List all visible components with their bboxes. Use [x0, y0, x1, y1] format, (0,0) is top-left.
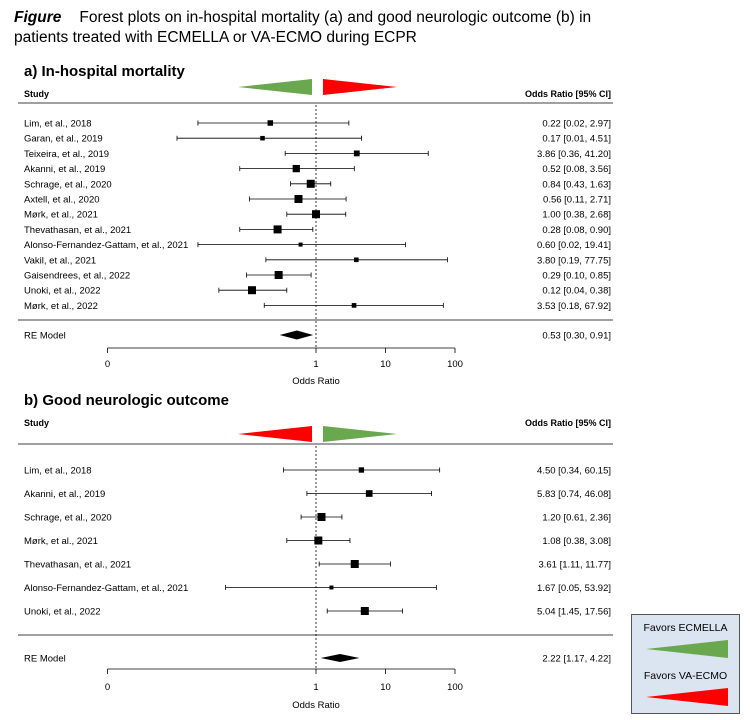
- study-label: Vakil, et al., 2021: [24, 255, 96, 266]
- study-or-text: 1.20 [0.61, 2.36]: [542, 513, 611, 524]
- column-header-odds-ratio: Odds Ratio [95% CI]: [525, 418, 611, 428]
- x-tick-label: 10: [380, 359, 391, 370]
- point-estimate: [329, 585, 334, 590]
- pooled-diamond: [279, 330, 314, 340]
- column-header-study: Study: [24, 418, 49, 428]
- point-estimate: [274, 271, 283, 279]
- favors-ecmella-wedge: [238, 79, 312, 95]
- legend-box: Favors ECMELLA Favors VA-ECMO: [631, 614, 740, 714]
- x-tick-label: 100: [447, 682, 463, 693]
- study-or-text: 0.52 [0.08, 3.56]: [542, 164, 611, 175]
- point-estimate: [353, 150, 360, 157]
- study-or-text: 0.22 [0.02, 2.97]: [542, 119, 611, 130]
- study-or-text: 4.50 [0.34, 60.15]: [537, 466, 611, 477]
- study-label: Mørk, et al., 2021: [24, 536, 98, 547]
- study-label: Gaisendrees, et al., 2022: [24, 271, 130, 282]
- point-estimate: [273, 225, 282, 234]
- study-label: Teixeira, et al., 2019: [24, 149, 109, 160]
- study-or-text: 3.61 [1.11, 11.77]: [538, 560, 611, 571]
- pooled-or-text: 0.53 [0.30, 0.91]: [542, 331, 611, 342]
- point-estimate: [306, 179, 315, 188]
- favors-vaecmo-wedge: [238, 426, 312, 442]
- x-tick-label: 0: [105, 359, 110, 370]
- study-label: Lim, et al., 2018: [24, 466, 92, 477]
- panel-title: a) In-hospital mortality: [24, 63, 186, 80]
- x-tick-label: 0: [105, 682, 110, 693]
- study-label: Axtell, et al., 2020: [24, 195, 100, 206]
- x-tick-label: 100: [447, 359, 463, 370]
- point-estimate: [358, 467, 365, 473]
- study-or-text: 0.60 [0.02, 19.41]: [537, 240, 611, 251]
- study-label: Unoki, et al., 2022: [24, 286, 101, 297]
- column-header-study: Study: [24, 89, 49, 99]
- study-or-text: 0.28 [0.08, 0.90]: [542, 225, 611, 236]
- study-or-text: 3.86 [0.36, 41.20]: [537, 149, 611, 160]
- legend-label-vaecmo: Favors VA-ECMO: [643, 670, 728, 682]
- point-estimate: [314, 536, 323, 545]
- study-or-text: 5.04 [1.45, 17.56]: [537, 607, 611, 618]
- study-label: Mørk, et al., 2022: [24, 301, 98, 312]
- study-label: Thevathasan, et al., 2021: [24, 225, 131, 236]
- pooled-diamond: [320, 654, 360, 662]
- study-label: Lim, et al., 2018: [24, 119, 92, 130]
- study-label: Schrage, et al., 2020: [24, 513, 112, 524]
- figure-caption-text: Forest plots on in-hospital mortality (a…: [14, 9, 592, 46]
- study-label: Alonso-Fernandez-Gattam, et al., 2021: [24, 583, 188, 594]
- study-label: Schrage, et al., 2020: [24, 179, 112, 190]
- legend-label-ecmella: Favors ECMELLA: [643, 622, 728, 634]
- pooled-or-text: 2.22 [1.17, 4.22]: [542, 654, 611, 665]
- study-or-text: 0.29 [0.10, 0.85]: [542, 271, 611, 282]
- study-label: Unoki, et al., 2022: [24, 607, 101, 618]
- study-or-text: 5.83 [0.74, 46.08]: [537, 489, 611, 500]
- study-label: Akanni, et al., 2019: [24, 164, 105, 175]
- point-estimate: [312, 210, 320, 219]
- study-label: Akanni, et al., 2019: [24, 489, 105, 500]
- study-or-text: 0.56 [0.11, 2.71]: [543, 195, 611, 206]
- x-axis-label: Odds Ratio: [292, 376, 340, 387]
- point-estimate: [267, 120, 274, 126]
- point-estimate: [294, 195, 303, 203]
- point-estimate: [365, 490, 373, 497]
- study-or-text: 0.84 [0.43, 1.63]: [542, 179, 611, 190]
- study-or-text: 3.80 [0.19, 77.75]: [537, 255, 611, 266]
- study-label: Alonso-Fernandez-Gattam, et al., 2021: [24, 240, 188, 251]
- panel-title: b) Good neurologic outcome: [24, 392, 229, 409]
- favors-vaecmo-wedge: [323, 79, 397, 95]
- legend-red-wedge: [646, 688, 728, 706]
- x-tick-label: 1: [313, 359, 318, 370]
- x-tick-label: 1: [313, 682, 318, 693]
- study-or-text: 1.08 [0.38, 3.08]: [542, 536, 611, 547]
- point-estimate: [298, 242, 303, 247]
- study-or-text: 1.67 [0.05, 53.92]: [537, 583, 611, 594]
- favors-ecmella-wedge: [323, 426, 397, 442]
- study-label: Garan, et al., 2019: [24, 134, 103, 145]
- study-or-text: 0.12 [0.04, 0.38]: [542, 286, 611, 297]
- x-axis-label: Odds Ratio: [292, 700, 340, 711]
- pooled-label: RE Model: [24, 654, 66, 665]
- study-label: Thevathasan, et al., 2021: [24, 560, 131, 571]
- point-estimate: [350, 560, 359, 568]
- point-estimate: [292, 164, 300, 173]
- study-or-text: 1.00 [0.38, 2.68]: [542, 210, 611, 221]
- legend-green-wedge: [646, 640, 728, 658]
- figure-caption: Figure Forest plots on in-hospital mortal…: [14, 8, 634, 48]
- figure-label: Figure: [14, 9, 62, 26]
- study-or-text: 0.17 [0.01, 4.51]: [542, 134, 611, 145]
- point-estimate: [260, 135, 265, 141]
- point-estimate: [353, 257, 359, 263]
- point-estimate: [360, 607, 369, 615]
- x-tick-label: 10: [380, 682, 391, 693]
- study-label: Mørk, et al., 2021: [24, 210, 98, 221]
- study-or-text: 3.53 [0.18, 67.92]: [537, 301, 611, 312]
- point-estimate: [317, 513, 326, 521]
- pooled-label: RE Model: [24, 331, 66, 342]
- point-estimate: [351, 303, 357, 308]
- point-estimate: [248, 286, 257, 295]
- column-header-odds-ratio: Odds Ratio [95% CI]: [525, 89, 611, 99]
